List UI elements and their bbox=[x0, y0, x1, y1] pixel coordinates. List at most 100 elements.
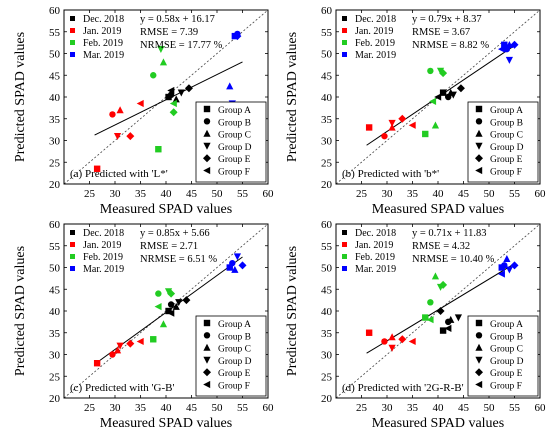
data-point bbox=[175, 299, 183, 307]
legend-group-label: Group A bbox=[490, 106, 523, 116]
legend-date-swatch bbox=[342, 254, 347, 259]
data-point bbox=[167, 309, 175, 317]
x-tick-label: 50 bbox=[484, 188, 496, 200]
legend-group-marker bbox=[475, 118, 483, 125]
data-point bbox=[231, 265, 239, 273]
y-tick-label: 40 bbox=[49, 306, 61, 318]
y-tick-label: 45 bbox=[321, 70, 333, 82]
data-point bbox=[429, 97, 437, 105]
rmse-value: RMSE = 3.67 bbox=[412, 27, 470, 38]
data-point bbox=[388, 123, 396, 131]
data-point bbox=[365, 329, 373, 336]
data-point bbox=[150, 72, 157, 79]
legend-date-swatch bbox=[70, 266, 75, 271]
x-tick-label: 55 bbox=[237, 402, 249, 414]
legend-group-marker bbox=[475, 380, 483, 389]
data-point bbox=[427, 299, 434, 306]
legend-group-label: Group F bbox=[490, 382, 522, 392]
data-point bbox=[497, 45, 505, 53]
regression-equation: y = 0.71x + 11.83 bbox=[412, 228, 486, 239]
reference-line-1to1 bbox=[336, 10, 540, 184]
data-point bbox=[444, 324, 452, 332]
legend-group-marker bbox=[203, 343, 211, 351]
legend-group-label: Group C bbox=[490, 345, 523, 355]
data-point bbox=[182, 296, 191, 305]
y-tick-label: 25 bbox=[49, 157, 61, 169]
regression-equation: y = 0.79x + 8.37 bbox=[412, 14, 482, 25]
data-point bbox=[164, 288, 173, 296]
rmse-value: RMSE = 7.39 bbox=[140, 27, 198, 38]
data-point bbox=[436, 307, 445, 315]
regression-equation: y = 0.58x + 16.17 bbox=[140, 14, 215, 25]
data-point bbox=[497, 270, 505, 278]
legend-group-marker bbox=[475, 154, 483, 163]
data-point bbox=[93, 360, 101, 367]
data-point bbox=[436, 67, 445, 75]
reference-line-1to1 bbox=[64, 224, 268, 398]
data-point bbox=[501, 41, 508, 48]
panel-caption: (d) Predicted with '2G-R-B' bbox=[342, 382, 464, 394]
x-tick-label: 30 bbox=[110, 402, 122, 414]
y-tick-label: 45 bbox=[49, 70, 61, 82]
x-tick-label: 25 bbox=[356, 188, 368, 200]
x-axis-title: Measured SPAD values bbox=[372, 202, 504, 217]
legend-group-marker bbox=[475, 142, 483, 150]
legend-group-label: Group E bbox=[218, 155, 251, 165]
x-tick-label: 40 bbox=[433, 402, 445, 414]
data-point bbox=[157, 45, 165, 53]
data-point bbox=[126, 132, 135, 141]
nrmse-value: NRMSE = 6.51 % bbox=[140, 254, 217, 265]
legend-date-label: Feb. 2019 bbox=[355, 252, 395, 263]
x-tick-label: 35 bbox=[135, 188, 147, 200]
legend-group-marker bbox=[203, 356, 211, 364]
y-tick-label: 35 bbox=[321, 114, 333, 126]
legend-group-marker bbox=[475, 166, 483, 175]
data-point bbox=[454, 314, 462, 322]
data-point bbox=[422, 130, 429, 138]
legend-date-swatch bbox=[342, 266, 347, 271]
y-tick-label: 50 bbox=[321, 263, 333, 275]
legend-date-swatch bbox=[70, 28, 75, 33]
legend-group-label: Group C bbox=[490, 131, 523, 141]
data-point bbox=[388, 344, 396, 352]
data-point bbox=[365, 124, 373, 131]
data-point bbox=[408, 337, 416, 346]
legend-group-label: Group A bbox=[490, 320, 523, 330]
plot-frame bbox=[63, 223, 269, 399]
legend-date-label: Feb. 2019 bbox=[83, 252, 123, 263]
data-point bbox=[505, 266, 513, 274]
legend-group-label: Group B bbox=[490, 118, 523, 128]
legend-group-marker bbox=[203, 368, 211, 377]
data-point bbox=[165, 93, 172, 101]
y-tick-label: 25 bbox=[321, 157, 333, 169]
y-tick-label: 25 bbox=[321, 371, 333, 383]
legend-group-label: Group D bbox=[218, 143, 252, 153]
data-point bbox=[169, 108, 178, 117]
legend-date-label: Dec. 2018 bbox=[355, 14, 396, 25]
legend-group-marker bbox=[475, 319, 483, 327]
y-tick-label: 60 bbox=[321, 219, 333, 231]
y-tick-label: 60 bbox=[49, 5, 61, 17]
legend-group-label: Group B bbox=[218, 118, 251, 128]
data-point bbox=[447, 315, 455, 323]
x-tick-label: 50 bbox=[212, 402, 224, 414]
data-point bbox=[439, 327, 447, 334]
chart-panel-3: 25 30 35 40 45 50 55 60 20 25 30 35 40 45 50 55 60 Measur… bbox=[13, 219, 274, 430]
legend-date-label: Dec. 2018 bbox=[83, 14, 124, 25]
legend-group-label: Group F bbox=[218, 168, 250, 178]
legend-date-label: Jan. 2019 bbox=[355, 240, 393, 251]
data-point bbox=[226, 264, 233, 271]
y-tick-label: 55 bbox=[321, 27, 333, 39]
legend-group-marker bbox=[475, 129, 483, 137]
y-tick-label: 20 bbox=[321, 179, 333, 191]
y-tick-label: 50 bbox=[321, 49, 333, 61]
x-tick-label: 60 bbox=[535, 402, 547, 414]
y-tick-label: 30 bbox=[321, 136, 333, 148]
y-tick-label: 35 bbox=[49, 328, 61, 340]
y-tick-label: 30 bbox=[49, 136, 61, 148]
y-tick-label: 20 bbox=[321, 393, 333, 405]
data-point bbox=[505, 56, 513, 64]
x-tick-label: 55 bbox=[509, 402, 521, 414]
legend-date-swatch bbox=[342, 52, 347, 57]
chart-panel-2: 25 30 35 40 45 50 55 60 20 25 30 35 40 45 50 55 60 Measur… bbox=[285, 5, 546, 217]
